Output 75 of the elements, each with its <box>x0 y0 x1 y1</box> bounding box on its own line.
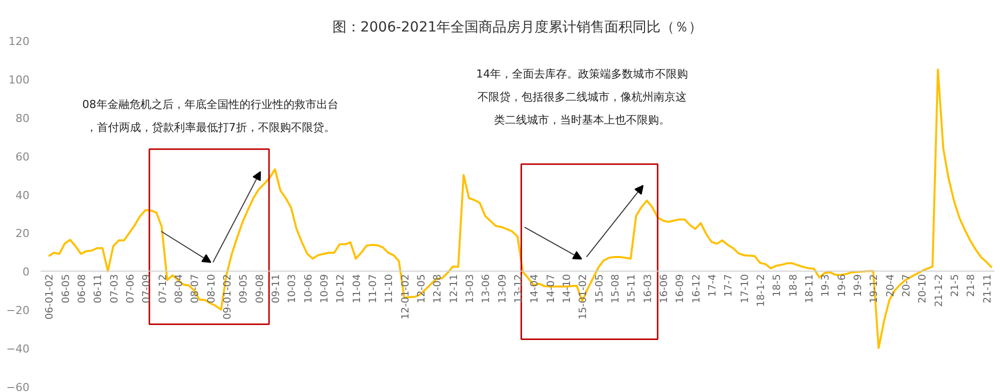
x-tick-label: 11-10 <box>384 274 396 304</box>
annotation: ，首付两成，贷款利率最低打7折，不限购不限贷。 <box>86 121 335 134</box>
x-tick-label: 11-07 <box>368 274 379 304</box>
x-tick-label: 10-06 <box>303 274 314 304</box>
x-tick-label: 10-12 <box>336 274 347 304</box>
x-tick-label: 20-4 <box>885 274 896 297</box>
x-tick-label: 15-05 <box>594 274 606 304</box>
x-tick-label: 16-09 <box>675 274 686 304</box>
x-tick-label: 13-09 <box>497 274 508 304</box>
x-tick-label: 21-8 <box>966 274 978 297</box>
x-tick-label: 18-5 <box>772 274 784 297</box>
x-tick-label: 14-10 <box>562 274 574 304</box>
x-tick-label: 15-11 <box>626 274 638 304</box>
y-tick-label: −40 <box>6 342 30 356</box>
x-tick-label: 13-03 <box>464 274 476 304</box>
x-tick-label: 20-10 <box>918 274 929 304</box>
x-tick-label: 12-05 <box>416 274 428 304</box>
y-tick-label: 20 <box>16 227 30 240</box>
x-tick-label: 10-03 <box>287 274 298 304</box>
x-tick-label: 08-10 <box>206 274 218 304</box>
x-tick-label: 20-7 <box>902 274 913 297</box>
x-tick-label: 16-03 <box>642 274 654 304</box>
x-tick-label: 14-04 <box>530 274 541 304</box>
x-tick-label: 09-08 <box>254 274 266 304</box>
x-tick-label: 07-12 <box>158 274 169 304</box>
x-tick-label: 12-11 <box>448 274 460 304</box>
x-tick-label: 07-03 <box>109 274 120 304</box>
x-tick-label: 09-05 <box>238 274 250 304</box>
x-tick-label: 19-9 <box>853 274 864 297</box>
y-tick-label: −60 <box>6 381 30 392</box>
x-tick-label: 07-09 <box>142 274 153 304</box>
x-tick-label: 18-1-2 <box>756 274 768 307</box>
x-tick-label: 16-06 <box>659 274 670 304</box>
x-tick-label: 06-01-02 <box>44 274 56 320</box>
x-tick-label: 14-07 <box>546 274 557 304</box>
x-tick-label: 17-4 <box>708 274 719 297</box>
annotation: 不限贷，包括很多二线城市，像杭州南京这 <box>478 90 687 104</box>
x-tick-label: 21-5 <box>950 274 962 297</box>
x-tick-label: 15-01-02 <box>578 274 590 320</box>
y-tick-label: 40 <box>16 188 30 202</box>
y-tick-label: 120 <box>8 35 30 48</box>
x-tick-label: 12-01-02 <box>400 274 412 320</box>
x-tick-label: 17-7 <box>724 274 735 297</box>
x-tick-label: 13-06 <box>481 274 492 304</box>
x-tick-label: 16-12 <box>691 274 702 304</box>
x-tick-label: 08-07 <box>190 274 202 304</box>
x-tick-label: 06-11 <box>93 274 104 304</box>
x-tick-label: 19-6 <box>836 274 848 297</box>
annotation: 类二线城市，当时基本上也不限购。 <box>494 114 670 127</box>
x-tick-label: 13-12 <box>514 274 524 304</box>
x-tick-label: 18-11 <box>804 274 816 304</box>
x-tick-label: 19-3 <box>820 274 832 297</box>
x-tick-label: 19-12 <box>869 274 880 304</box>
x-tick-label: 18-8 <box>788 274 800 297</box>
x-tick-label: 12-08 <box>432 274 444 304</box>
x-tick-label: 09-01-02 <box>222 274 234 320</box>
y-tick-label: 0 <box>22 266 30 279</box>
x-tick-label: 08-04 <box>174 274 185 304</box>
annotation: 08年金融危机之后，年底全国性的行业性的救市出台 <box>82 98 338 112</box>
x-tick-label: 21-1-2 <box>934 274 945 307</box>
x-tick-label: 10-09 <box>319 274 330 304</box>
y-tick-label: 60 <box>16 150 30 164</box>
y-tick-label: 100 <box>8 73 30 86</box>
x-tick-label: 11-04 <box>352 274 363 304</box>
chart-title: 图：2006-2021年全国商品房月度累计销售面积同比（％） <box>332 20 703 36</box>
y-tick-label: 80 <box>16 112 30 125</box>
x-tick-label: 17-10 <box>740 274 751 304</box>
x-tick-label: 15-08 <box>610 274 622 304</box>
y-tick-label: −20 <box>6 304 30 318</box>
x-tick-label: 07-06 <box>125 274 136 304</box>
x-tick-label: 09-11 <box>270 274 282 304</box>
x-tick-label: 06-05 <box>60 274 72 304</box>
x-tick-label: 06-08 <box>76 274 88 304</box>
x-tick-label: 21-11 <box>982 274 994 304</box>
annotation: 14年，全面去库存。政策端多数城市不限购 <box>476 67 688 80</box>
